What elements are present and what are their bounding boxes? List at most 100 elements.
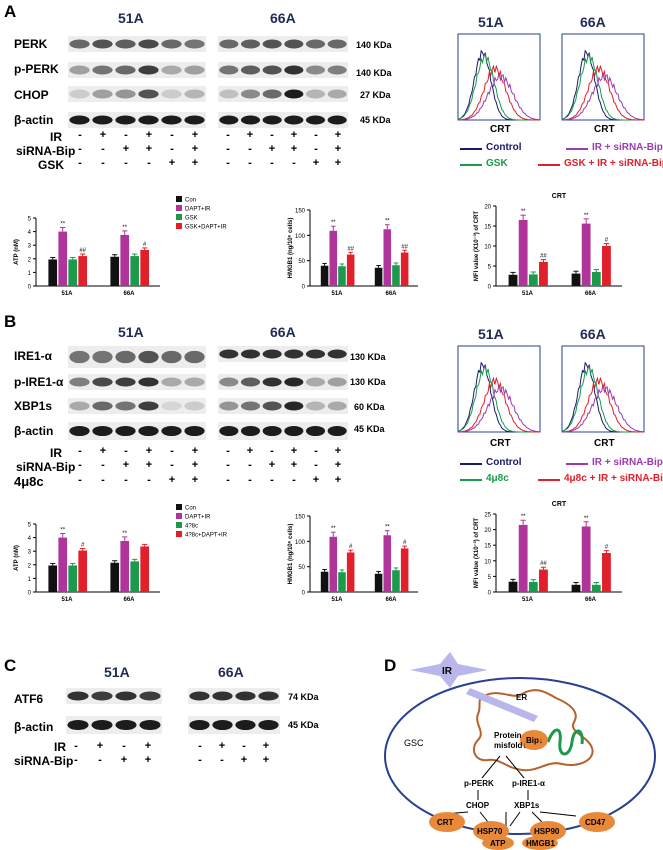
legend-label: 4μ8c + IR + siRNA-Bip (564, 473, 663, 484)
bar (78, 550, 88, 592)
bar (539, 262, 548, 286)
treatment-sign: - (226, 474, 230, 486)
legend-label: Control (486, 142, 522, 153)
blot-band (138, 65, 159, 75)
gsc-label: GSC (404, 738, 424, 748)
treatment-sign: - (292, 157, 296, 169)
blot-strip (68, 86, 206, 102)
y-tick-label: 10 (484, 245, 491, 251)
bar (78, 256, 88, 286)
blot-band (92, 65, 113, 75)
blot-band (240, 349, 261, 359)
y-tick-label: 0 (488, 591, 492, 597)
flow-plot-frame (457, 33, 541, 121)
flow-histogram-curve (458, 384, 541, 433)
treatment-sign: - (226, 459, 230, 471)
significance-label: ## (401, 244, 408, 250)
blot-band (219, 401, 239, 411)
blot-band (262, 425, 282, 437)
treatment-sign: - (220, 754, 224, 766)
treatment-sign: - (314, 143, 318, 155)
band-label: β-actin (14, 424, 54, 438)
y-tick-label: 3 (28, 550, 32, 556)
bar (320, 265, 329, 286)
blot-band (327, 425, 347, 437)
blot-band (92, 115, 113, 125)
significance-label: # (143, 242, 147, 248)
flow-a-col2: 66A (580, 14, 606, 30)
blot-band (161, 425, 182, 437)
blot-band (161, 39, 182, 49)
treatment-sign: + (334, 143, 342, 155)
treatment-sign: - (124, 157, 128, 169)
category-label: 66A (123, 291, 135, 297)
legend-swatch (566, 148, 588, 150)
flow-xlabel: CRT (490, 438, 511, 449)
flow-plot-frame (561, 33, 645, 121)
er-membrane (472, 689, 594, 772)
legend-swatch (460, 148, 482, 150)
treatment-sign: - (124, 474, 128, 486)
treatment-sign: - (248, 474, 252, 486)
significance-label: ** (385, 525, 390, 531)
blot-band (91, 719, 113, 731)
flow-b-col2: 66A (580, 326, 606, 342)
category-label: 51A (522, 291, 534, 297)
cd47-node (579, 812, 615, 832)
chop-label: CHOP (466, 801, 490, 810)
blot-band (69, 350, 90, 364)
bar (571, 273, 581, 286)
treatment-sign: - (98, 754, 102, 766)
legend-label: 4μ8c (486, 473, 509, 484)
legend-swatch (176, 522, 182, 528)
band-label: β-actin (14, 113, 54, 127)
y-tick-label: 5 (28, 217, 32, 223)
blot-band (284, 377, 304, 387)
bar (110, 562, 120, 592)
y-axis-label: HMGB1 (ng/10⁶ cells) (288, 524, 294, 585)
bar (508, 581, 518, 592)
blot-band (184, 115, 205, 125)
treatment-sign: + (334, 445, 342, 457)
bar (392, 265, 400, 286)
blot-band (212, 691, 233, 701)
er-label: ER (516, 693, 527, 702)
treatment-sign: + (145, 129, 153, 141)
bar (591, 272, 601, 286)
treatment-sign: - (101, 474, 105, 486)
treatment-sign: - (226, 129, 230, 141)
xbp-label: XBP1s (514, 801, 540, 810)
bar (338, 572, 346, 592)
bar (571, 584, 581, 592)
blot-a-col2: 66A (270, 10, 296, 26)
treatment-sign: - (78, 143, 82, 155)
blot-band (327, 115, 347, 125)
kda-label: 74 KDa (288, 692, 319, 702)
blot-band (92, 377, 113, 387)
y-axis-label: ATP (nM) (14, 239, 20, 265)
category-label: 51A (61, 291, 73, 297)
treatment-sign: - (242, 740, 246, 752)
panel-letter-c: C (4, 656, 17, 675)
y-tick-label: 0 (28, 591, 32, 597)
significance-label: ## (347, 246, 354, 252)
y-tick-label: 1 (28, 577, 32, 583)
treatment-sign: - (78, 445, 82, 457)
y-tick-label: 20 (484, 205, 491, 211)
bar (140, 546, 150, 592)
treatment-sign: + (262, 740, 270, 752)
treatment-sign: + (96, 740, 104, 752)
bar (346, 254, 355, 286)
y-tick-label: 25 (484, 513, 491, 519)
bar (374, 267, 383, 286)
blot-band (184, 39, 205, 49)
y-tick-label: 15 (484, 225, 491, 231)
blot-c-col2: 66A (218, 664, 244, 680)
blot-band (219, 89, 239, 99)
blot-band (327, 89, 347, 99)
y-tick-label: 2 (28, 257, 32, 263)
treatment-sign: - (147, 474, 151, 486)
legend-swatch (176, 205, 182, 211)
protein-squiggle (546, 728, 584, 756)
y-tick-label: 5 (28, 523, 32, 529)
